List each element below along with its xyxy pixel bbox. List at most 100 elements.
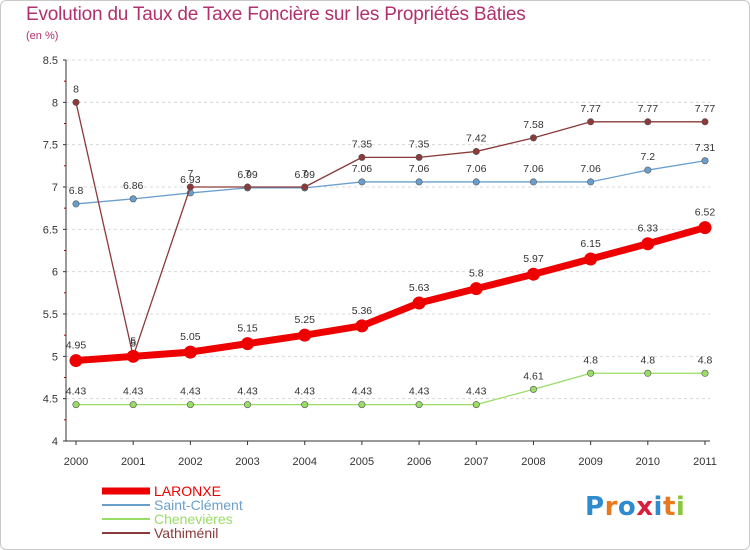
- series-line: [75, 160, 706, 205]
- data-point: [301, 183, 309, 191]
- data-label: 4.43: [295, 386, 316, 398]
- x-tick-label: 2007: [464, 456, 488, 468]
- x-tick-label: 2000: [64, 456, 88, 468]
- x-tick-label: 2002: [178, 456, 202, 468]
- data-point: [644, 369, 652, 377]
- y-tick-label: 4: [52, 436, 58, 448]
- data-label: 7.06: [409, 163, 430, 175]
- data-point: [186, 183, 194, 191]
- logo-letter: i: [653, 492, 663, 522]
- data-point: [129, 195, 137, 203]
- data-label: 6.8: [69, 185, 84, 197]
- data-point: [529, 178, 537, 186]
- data-label: 6.99: [295, 169, 316, 181]
- y-tick-label: 8.5: [43, 55, 58, 67]
- legend-label: Saint-Clément: [154, 497, 243, 513]
- data-point: [72, 200, 80, 208]
- data-label: 6.86: [123, 180, 144, 192]
- data-point: [701, 157, 709, 165]
- data-point: [644, 118, 652, 126]
- data-label: 4.8: [583, 354, 598, 366]
- data-label: 4.43: [123, 386, 144, 398]
- data-label: 5.15: [237, 323, 258, 335]
- data-point: [529, 385, 537, 393]
- data-point: [472, 178, 480, 186]
- y-tick-label: 7.5: [43, 140, 58, 152]
- y-tick-label: 6: [52, 267, 58, 279]
- series-line: [75, 372, 706, 406]
- data-label: 7.06: [580, 163, 601, 175]
- x-tick-label: 2003: [235, 456, 259, 468]
- x-tick-label: 2008: [521, 456, 545, 468]
- data-label: 7: [302, 168, 308, 180]
- series-layer: [69, 98, 712, 409]
- data-label: 6.33: [638, 223, 659, 235]
- data-label: 6.15: [580, 238, 601, 250]
- y-tick-label: 4.5: [43, 394, 58, 406]
- data-label: 6.93: [180, 174, 201, 186]
- data-point: [241, 337, 255, 351]
- data-label: 7.77: [580, 103, 601, 115]
- data-label: 6.52: [695, 207, 716, 219]
- data-label: 4.61: [523, 370, 544, 382]
- data-point: [298, 328, 312, 342]
- data-label: 4.8: [698, 354, 713, 366]
- data-label: 7.42: [466, 132, 487, 144]
- data-point: [412, 296, 426, 310]
- grid: [66, 59, 710, 400]
- data-point: [469, 282, 483, 296]
- data-point: [129, 401, 137, 409]
- data-point: [587, 369, 595, 377]
- series-line: [75, 101, 706, 357]
- data-point: [358, 153, 366, 161]
- data-point: [641, 237, 655, 251]
- x-tick-label: 2009: [578, 456, 602, 468]
- data-label: 7.35: [352, 138, 373, 150]
- data-label: 5.63: [409, 282, 430, 294]
- data-label: 5: [130, 335, 136, 347]
- data-point: [472, 147, 480, 155]
- logo-letter: i: [675, 492, 686, 522]
- data-label: 7.2: [641, 151, 656, 163]
- data-point: [244, 183, 252, 191]
- chart-title: Evolution du Taux de Taxe Foncière sur l…: [26, 4, 526, 25]
- data-label: 7.77: [695, 103, 716, 115]
- data-point: [587, 118, 595, 126]
- data-label: 4.43: [352, 386, 373, 398]
- y-tick-label: 7: [52, 182, 58, 194]
- data-point: [698, 221, 712, 235]
- data-point: [358, 401, 366, 409]
- data-label: 6.99: [237, 169, 258, 181]
- logo-letter: P: [585, 492, 605, 522]
- y-tick-label: 5: [52, 351, 58, 363]
- data-label: 4.43: [409, 386, 430, 398]
- data-point: [72, 401, 80, 409]
- data-label: 7.06: [352, 163, 373, 175]
- data-point: [358, 178, 366, 186]
- data-point: [183, 345, 197, 359]
- data-labels: 4.95 5 5.05 5.15 5.25 5.36 5.63 5.8 5.97 6.15 6.33…: [66, 83, 716, 397]
- data-label: 4.43: [237, 386, 258, 398]
- legend: LARONXESaint-ClémentChenevièresVathiméni…: [102, 483, 243, 541]
- data-label: 5.97: [523, 253, 544, 265]
- data-label: 7: [245, 168, 251, 180]
- data-label: 7.06: [466, 163, 487, 175]
- logo-letter: x: [636, 492, 654, 522]
- data-label: 5: [130, 337, 136, 349]
- x-tick-label: 2005: [350, 456, 374, 468]
- data-point: [415, 401, 423, 409]
- data-label: 4.43: [466, 386, 487, 398]
- data-point: [644, 166, 652, 174]
- legend-label: Chenevières: [154, 511, 233, 527]
- data-label: 8: [73, 83, 79, 95]
- data-label: 4.8: [641, 354, 656, 366]
- data-label: 7.77: [638, 103, 659, 115]
- data-label: 7.58: [523, 119, 544, 131]
- data-point: [415, 178, 423, 186]
- data-label: 4.43: [180, 386, 201, 398]
- legend-label: Vathiménil: [154, 525, 218, 541]
- logo-letter: t: [662, 492, 676, 522]
